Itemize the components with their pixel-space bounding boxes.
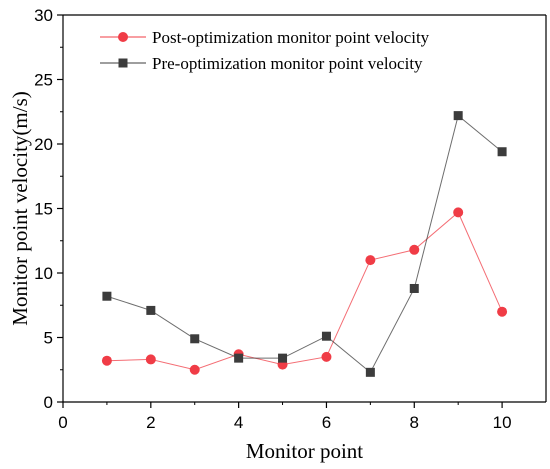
data-point: [234, 353, 244, 363]
x-axis-title: Monitor point: [246, 439, 363, 463]
data-point: [189, 364, 200, 375]
y-tick-label: 25: [34, 71, 53, 90]
series-line: [106, 211, 503, 371]
legend-marker: [118, 32, 128, 42]
y-tick-label: 10: [34, 264, 53, 283]
data-point: [497, 147, 507, 157]
x-tick-label: 6: [322, 413, 331, 432]
y-tick-label: 5: [44, 329, 53, 348]
data-point: [101, 355, 112, 366]
data-point: [453, 111, 463, 121]
data-point: [453, 207, 464, 218]
legend-label: Post-optimization monitor point velocity: [152, 28, 430, 47]
series-layer: [101, 111, 508, 377]
series-2: [102, 111, 507, 377]
y-tick-label: 20: [34, 135, 53, 154]
series-line: [106, 114, 503, 374]
y-tick-label: 0: [44, 393, 53, 412]
data-point: [321, 331, 331, 341]
x-tick-label: 0: [58, 413, 67, 432]
legend-item: Post-optimization monitor point velocity: [100, 28, 430, 47]
data-point: [321, 351, 332, 362]
data-point: [365, 255, 376, 266]
legend: Post-optimization monitor point velocity…: [100, 28, 430, 73]
x-tick-label: 8: [410, 413, 419, 432]
legend-marker: [118, 58, 128, 68]
legend-label: Pre-optimization monitor point velocity: [152, 54, 423, 73]
y-axis-title: Monitor point velocity(m/s): [8, 91, 32, 325]
data-point: [365, 367, 375, 377]
y-tick-label: 15: [34, 200, 53, 219]
data-point: [146, 305, 156, 315]
x-tick-label: 4: [234, 413, 243, 432]
y-tick-label: 30: [34, 6, 53, 25]
x-tick-label: 10: [493, 413, 512, 432]
series-1: [101, 207, 508, 375]
data-point: [409, 244, 420, 255]
data-point: [409, 283, 419, 293]
data-point: [278, 353, 288, 363]
data-point: [497, 306, 508, 317]
x-tick-label: 2: [146, 413, 155, 432]
data-point: [102, 291, 112, 301]
legend-item: Pre-optimization monitor point velocity: [100, 54, 423, 73]
data-point: [145, 354, 156, 365]
axes: 0 2 4 6 8 10 0 5 10 15 20 25 30: [34, 6, 547, 432]
data-point: [190, 334, 200, 344]
